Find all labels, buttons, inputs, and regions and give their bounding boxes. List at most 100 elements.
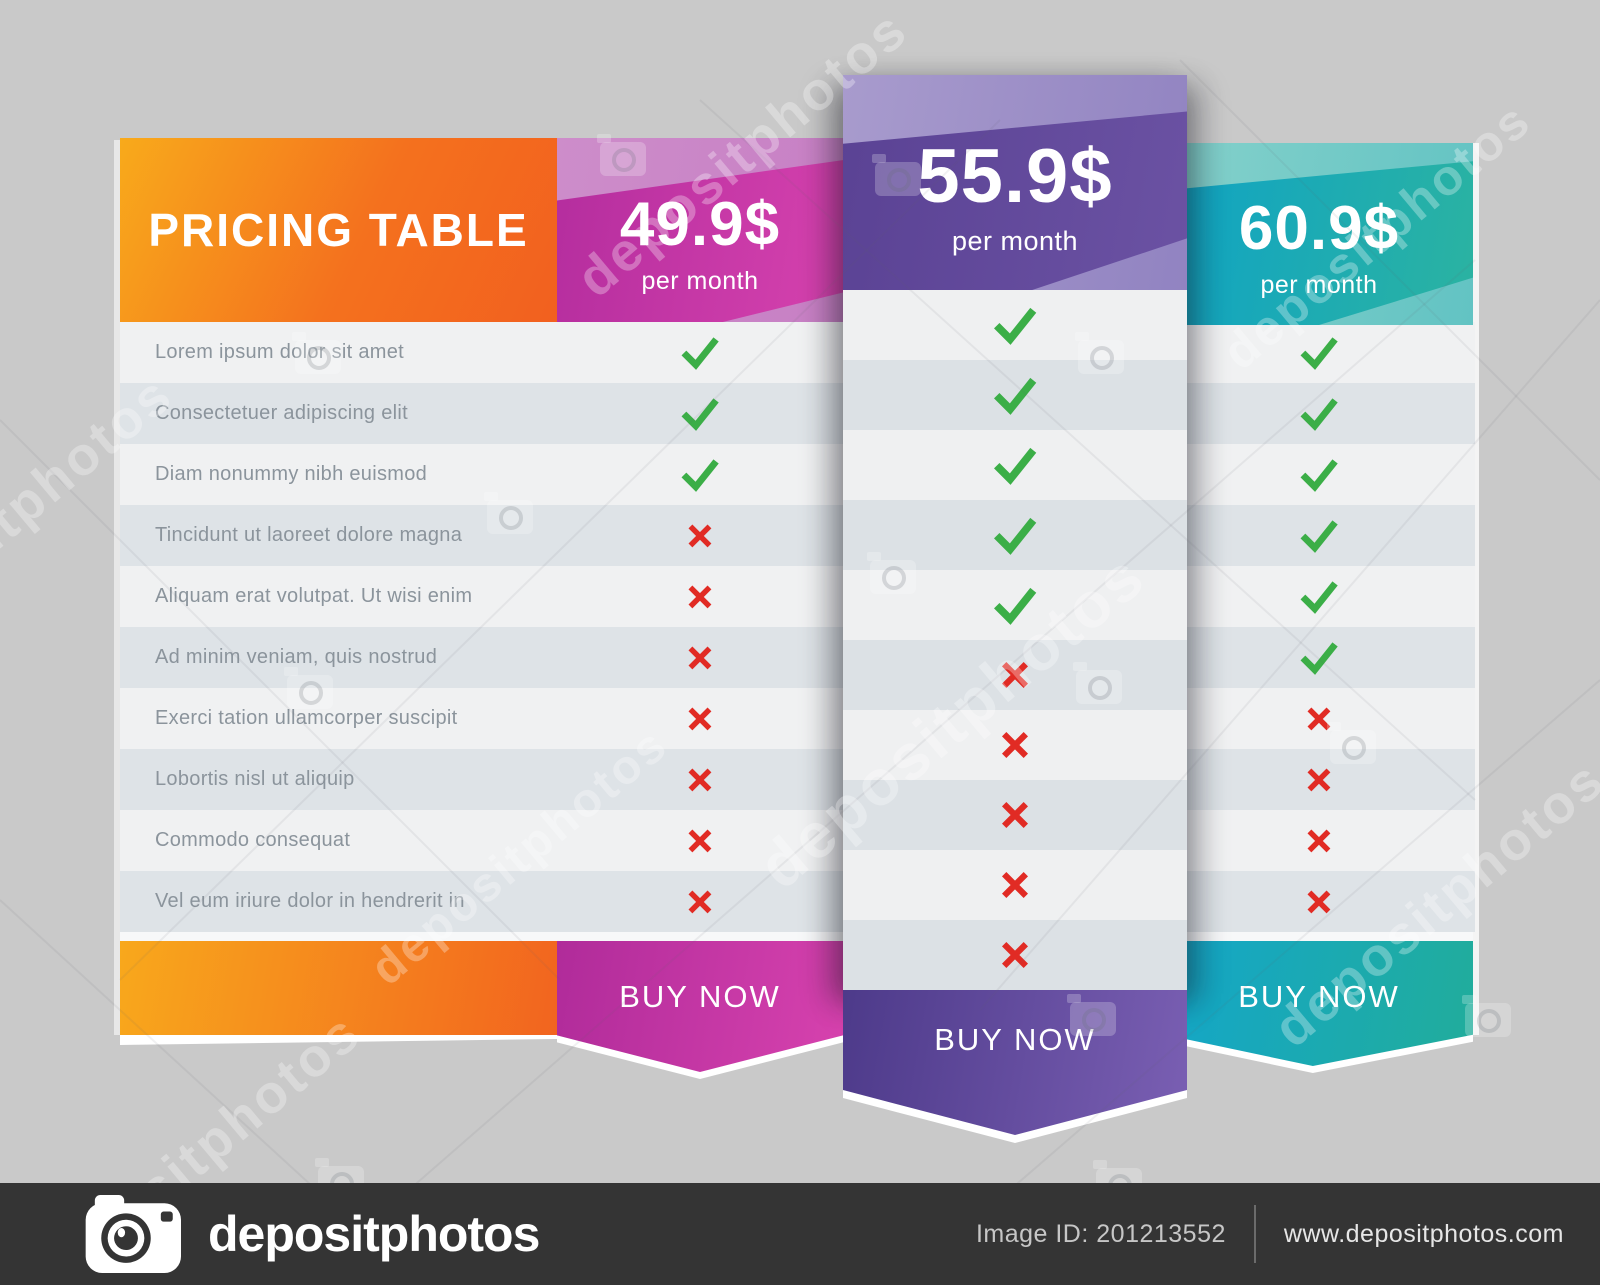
- feature-availability: [557, 749, 843, 810]
- cross-icon: [1001, 801, 1029, 829]
- buy-now-banner-featured: BUY NOW: [843, 990, 1187, 1135]
- feature-row: Aliquam erat volutpat. Ut wisi enim: [120, 566, 1475, 627]
- check-icon: [1300, 520, 1338, 554]
- buy-now-button-featured[interactable]: BUY NOW: [934, 1022, 1096, 1057]
- image-meta: Image ID: 201213552 www.depositphotos.co…: [976, 1205, 1564, 1263]
- plan-price: 60.9$: [1238, 194, 1400, 263]
- feature-availability: [843, 850, 1187, 920]
- plan-price: 55.9$: [917, 133, 1113, 219]
- feature-row: Commodo consequat: [120, 810, 1475, 871]
- feature-row: Lorem ipsum dolor sit amet: [120, 322, 1475, 383]
- cross-icon: [688, 585, 712, 608]
- feature-label: Aliquam erat volutpat. Ut wisi enim: [155, 585, 473, 607]
- feature-availability: [1165, 383, 1473, 444]
- plan-marks-featured: [843, 290, 1187, 990]
- check-icon: [1300, 459, 1338, 493]
- plan-header-basic: 49.9$ per month: [557, 138, 843, 322]
- feature-list: Lorem ipsum dolor sit amet Consectetuer …: [120, 322, 1475, 932]
- footer-white-edge: [120, 1035, 557, 1045]
- feature-row: Tincidunt ut laoreet dolore magna: [120, 505, 1475, 566]
- check-icon: [1300, 398, 1338, 432]
- feature-row: Exerci tation ullamcorper suscipit: [120, 688, 1475, 749]
- feature-availability: [843, 710, 1187, 780]
- feature-availability: [557, 322, 843, 383]
- check-icon: [994, 518, 1037, 556]
- check-icon: [681, 398, 719, 432]
- cross-icon: [1001, 661, 1029, 689]
- check-icon: [994, 378, 1037, 416]
- cross-icon: [688, 707, 712, 730]
- feature-availability: [1165, 749, 1473, 810]
- cross-icon: [1307, 890, 1331, 913]
- buy-now-button-premium[interactable]: BUY NOW: [1238, 979, 1400, 1014]
- feature-availability: [557, 688, 843, 749]
- feature-availability: [557, 505, 843, 566]
- plan-period: per month: [951, 225, 1079, 256]
- plan-header-featured: 55.9$ per month: [843, 75, 1187, 290]
- feature-row: Consectetuer adipiscing elit: [120, 383, 1475, 444]
- feature-label: Exerci tation ullamcorper suscipit: [155, 707, 458, 729]
- cross-icon: [1001, 731, 1029, 759]
- feature-availability: [843, 920, 1187, 990]
- panel-left-edge: [114, 140, 120, 1035]
- plan-header-premium: 60.9$ per month: [1165, 143, 1473, 325]
- check-icon: [994, 448, 1037, 486]
- feature-availability: [1165, 566, 1473, 627]
- feature-availability: [557, 810, 843, 871]
- check-icon: [681, 337, 719, 371]
- feature-availability: [843, 570, 1187, 640]
- cross-icon: [1001, 941, 1029, 969]
- feature-availability: [557, 627, 843, 688]
- feature-label: Consectetuer adipiscing elit: [155, 402, 408, 424]
- camera-logo-icon: [85, 1195, 181, 1273]
- feature-row: Diam nonummy nibh euismod: [120, 444, 1475, 505]
- feature-label: Tincidunt ut laoreet dolore magna: [155, 524, 463, 546]
- plan-marks-basic: [557, 322, 843, 932]
- check-icon: [681, 459, 719, 493]
- check-icon: [1300, 337, 1338, 371]
- feature-availability: [557, 566, 843, 627]
- plan-price: 49.9$: [619, 190, 781, 259]
- feature-availability: [557, 444, 843, 505]
- check-icon: [1300, 581, 1338, 615]
- page-title: PRICING TABLE: [148, 204, 529, 256]
- feature-row: Vel eum iriure dolor in hendrerit in: [120, 871, 1475, 932]
- cross-icon: [688, 768, 712, 791]
- panel-bottom-edge: [120, 932, 1473, 941]
- cross-icon: [1307, 768, 1331, 791]
- pricing-table-footer: [120, 941, 557, 1035]
- cross-icon: [1307, 829, 1331, 852]
- feature-availability: [1165, 810, 1473, 871]
- check-icon: [994, 308, 1037, 346]
- feature-availability: [843, 780, 1187, 850]
- feature-availability: [1165, 688, 1473, 749]
- cross-icon: [688, 890, 712, 913]
- feature-availability: [843, 360, 1187, 430]
- cross-icon: [688, 646, 712, 669]
- feature-availability: [1165, 505, 1473, 566]
- site-url: www.depositphotos.com: [1283, 1219, 1564, 1248]
- plan-period: per month: [1260, 271, 1378, 299]
- feature-label: Diam nonummy nibh euismod: [155, 463, 428, 485]
- divider: [1253, 1205, 1256, 1263]
- feature-availability: [557, 871, 843, 932]
- cross-icon: [1001, 871, 1029, 899]
- buy-now-button-basic[interactable]: BUY NOW: [619, 979, 781, 1014]
- panel-right-edge: [1473, 143, 1479, 1035]
- feature-availability: [1165, 627, 1473, 688]
- stock-site-bottom-bar: depositphotos Image ID: 201213552 www.de…: [0, 1183, 1600, 1285]
- feature-row: Lobortis nisl ut aliquip: [120, 749, 1475, 810]
- cross-icon: [1307, 707, 1331, 730]
- feature-availability: [843, 640, 1187, 710]
- feature-availability: [843, 290, 1187, 360]
- feature-availability: [1165, 444, 1473, 505]
- feature-availability: [843, 430, 1187, 500]
- plan-column-featured: 55.9$ per month: [843, 75, 1187, 990]
- feature-availability: [557, 383, 843, 444]
- feature-availability: [843, 500, 1187, 570]
- feature-label: Ad minim veniam, quis nostrud: [155, 646, 438, 668]
- plan-period: per month: [641, 267, 759, 295]
- check-icon: [994, 588, 1037, 626]
- image-id-label: Image ID: 201213552: [975, 1219, 1226, 1248]
